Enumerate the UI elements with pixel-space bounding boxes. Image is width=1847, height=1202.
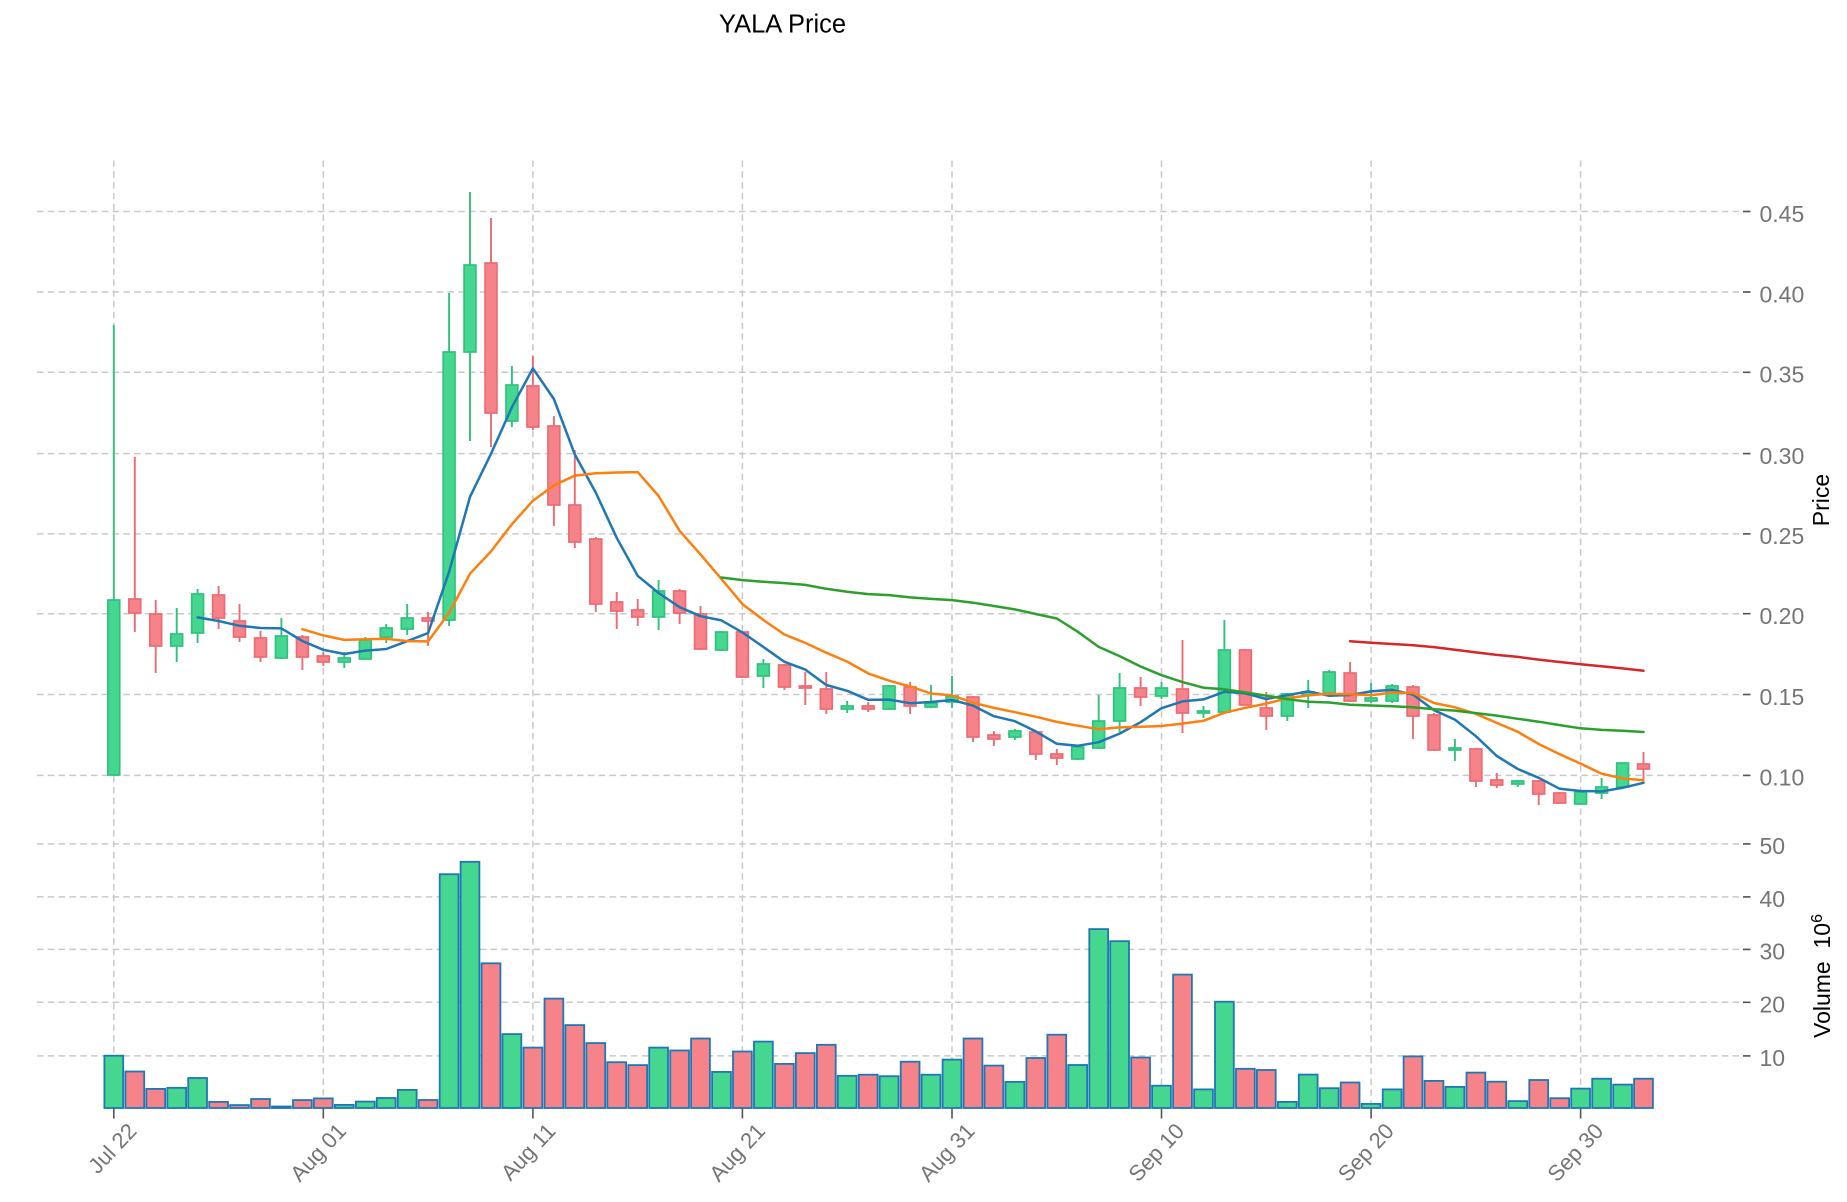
- svg-text:0.15: 0.15: [1760, 684, 1805, 710]
- svg-text:30: 30: [1760, 939, 1786, 965]
- svg-text:0.30: 0.30: [1760, 443, 1805, 469]
- svg-text:20: 20: [1760, 992, 1786, 1018]
- svg-text:0.45: 0.45: [1760, 201, 1805, 227]
- svg-text:Volume 106: Volume 106: [1809, 914, 1835, 1038]
- svg-text:YALA Price: YALA Price: [719, 10, 846, 38]
- svg-text:40: 40: [1760, 886, 1786, 912]
- svg-text:0.35: 0.35: [1760, 362, 1805, 388]
- svg-text:0.25: 0.25: [1760, 523, 1805, 549]
- svg-text:50: 50: [1760, 833, 1786, 859]
- svg-text:0.20: 0.20: [1760, 603, 1805, 629]
- svg-text:0.10: 0.10: [1760, 765, 1805, 791]
- svg-text:0.40: 0.40: [1760, 281, 1805, 307]
- svg-text:Price: Price: [1808, 474, 1834, 526]
- svg-text:10: 10: [1760, 1045, 1786, 1071]
